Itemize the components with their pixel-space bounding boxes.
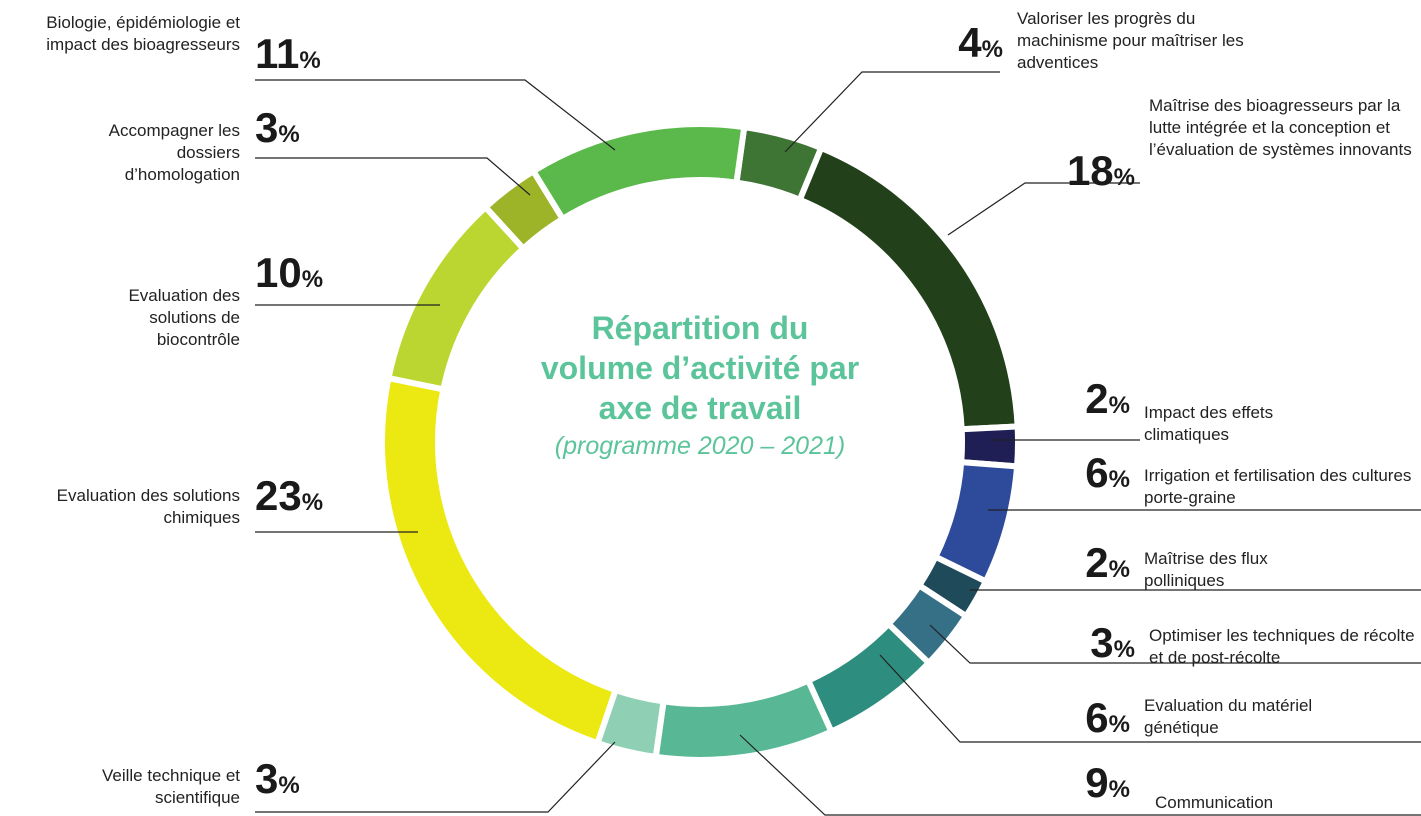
value-label: 6% xyxy=(1085,694,1130,741)
value-label: 3% xyxy=(255,104,300,151)
chart-title: Répartition du volume d’activité par axe… xyxy=(540,310,860,426)
value-label: 2% xyxy=(1085,375,1130,422)
category-label: Biologie, épidémiologie et impact des bi… xyxy=(46,13,240,54)
value-label: 2% xyxy=(1085,539,1130,586)
chart-subtitle: (programme 2020 – 2021) xyxy=(554,432,846,460)
value-label: 4% xyxy=(958,19,1003,66)
value-label: 3% xyxy=(255,755,300,802)
category-label: Optimiser les techniques de récolte et d… xyxy=(1149,626,1415,667)
leader-line xyxy=(255,157,531,196)
category-label: Maîtrise des flux polliniques xyxy=(1144,549,1268,590)
category-label: Impact des effets climatiques xyxy=(1144,403,1274,444)
donut-segment xyxy=(652,676,836,763)
category-label: Maîtrise des bioagresseurs par la lutte … xyxy=(1149,96,1412,159)
category-label: Irrigation et fertilisation des cultures… xyxy=(1144,466,1412,507)
leader-line xyxy=(784,71,1000,153)
value-label: 11% xyxy=(255,30,321,77)
value-label: 9% xyxy=(1085,759,1130,806)
leader-line xyxy=(929,624,1421,664)
value-label: 10% xyxy=(255,249,324,296)
value-label: 18% xyxy=(1066,147,1135,194)
leader-line xyxy=(739,734,1421,816)
category-label: Veille technique et scientifique xyxy=(102,766,240,807)
center-text: Répartition du volume d’activité par axe… xyxy=(540,308,860,461)
category-label: Evaluation des solutions de biocontrôle xyxy=(128,286,240,349)
leader-line xyxy=(255,79,616,151)
value-label: 6% xyxy=(1085,449,1130,496)
leader-line xyxy=(947,182,1140,236)
category-label: Evaluation du matériel génétique xyxy=(1144,696,1313,737)
category-label: Accompagner les dossiers d’homologation xyxy=(108,121,240,184)
value-label: 3% xyxy=(1090,619,1135,666)
donut-segment xyxy=(529,121,748,223)
donut-segment xyxy=(384,202,528,393)
value-label: 23% xyxy=(255,472,324,519)
category-label: Valoriser les progrès du machinisme pour… xyxy=(1017,9,1244,72)
leader-line xyxy=(255,741,616,813)
category-label: Evaluation des solutions chimiques xyxy=(56,486,240,527)
category-label: Communication xyxy=(1155,793,1274,812)
leader-line xyxy=(879,654,1421,743)
